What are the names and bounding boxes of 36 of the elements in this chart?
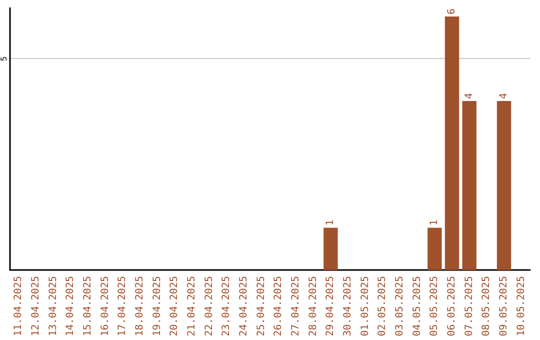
x-tick-label: 05.05.2025 bbox=[429, 276, 440, 336]
x-tick-label: 29.04.2025 bbox=[325, 276, 336, 336]
x-tick-label: 27.04.2025 bbox=[290, 276, 302, 336]
x-tick-label: 11.04.2025 bbox=[13, 276, 24, 336]
x-tick-label: 30.04.2025 bbox=[342, 276, 354, 336]
data-label: 6 bbox=[446, 8, 458, 14]
x-tick-label: 04.05.2025 bbox=[412, 276, 423, 336]
x-tick-label: 09.05.2025 bbox=[498, 276, 510, 336]
x-tick-label: 07.05.2025 bbox=[464, 276, 475, 336]
x-tick-label: 08.05.2025 bbox=[481, 276, 492, 336]
x-tick-label: 06.05.2025 bbox=[446, 276, 458, 336]
x-tick-label: 15.04.2025 bbox=[82, 276, 94, 336]
x-tick-label: 03.05.2025 bbox=[394, 276, 406, 336]
x-tick-label: 10.05.2025 bbox=[516, 276, 527, 336]
data-label: 4 bbox=[498, 92, 510, 99]
x-tick-label: 14.04.2025 bbox=[65, 276, 76, 336]
x-tick-label: 23.04.2025 bbox=[221, 276, 232, 336]
x-tick-label: 24.04.2025 bbox=[238, 276, 250, 336]
y-tick-label: 5 bbox=[0, 56, 8, 62]
x-tick-label: 28.04.2025 bbox=[308, 276, 319, 336]
x-tick-label: 25.04.2025 bbox=[256, 276, 267, 336]
x-tick-label: 12.04.2025 bbox=[30, 276, 42, 336]
data-label: 1 bbox=[325, 220, 336, 226]
x-tick-label: 19.04.2025 bbox=[152, 276, 163, 336]
x-tick-label: 13.04.2025 bbox=[48, 276, 59, 336]
x-tick-label: 21.04.2025 bbox=[186, 276, 198, 336]
x-tick-label: 26.04.2025 bbox=[273, 276, 284, 336]
x-tick-label: 20.04.2025 bbox=[169, 276, 180, 336]
x-tick-label: 16.04.2025 bbox=[100, 276, 111, 336]
x-tick-label: 01.05.2025 bbox=[360, 276, 371, 336]
data-label: 4 bbox=[464, 92, 475, 99]
x-tick-label: 18.04.2025 bbox=[134, 276, 146, 336]
data-label: 1 bbox=[429, 220, 440, 226]
x-tick-label: 17.04.2025 bbox=[117, 276, 128, 336]
x-tick-label: 02.05.2025 bbox=[377, 276, 388, 336]
x-tick-label: 22.04.2025 bbox=[204, 276, 215, 336]
